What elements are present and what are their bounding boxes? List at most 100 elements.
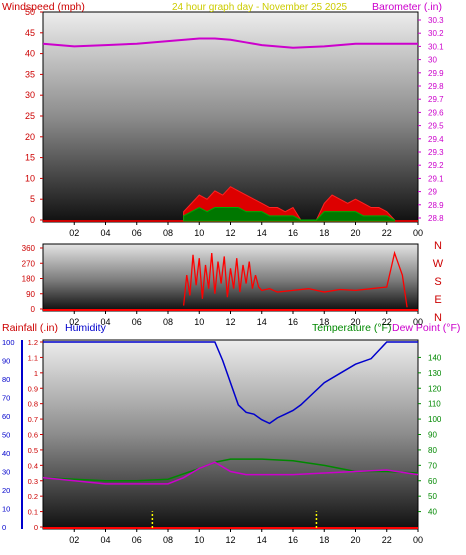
x-tick-label: 10: [194, 228, 204, 238]
rain-tick-label: 1.1: [28, 353, 38, 362]
y-left-tick-label: 10: [25, 173, 35, 183]
x-tick-label: 06: [132, 228, 142, 238]
y-right-tick-label: 29.4: [428, 135, 444, 144]
humidity-tick-label: 10: [2, 505, 10, 514]
rain-tick-label: 0.6: [28, 431, 38, 440]
dewpoint-label: Dew Point (°F): [392, 322, 460, 334]
y-right-tick-label: 28.8: [428, 214, 444, 223]
y-right-tick-label: 29.3: [428, 148, 444, 157]
dir-tick-label: 0: [31, 305, 36, 314]
dewpoint-line: [42, 461, 419, 485]
y-right-tick-label: 29.2: [428, 161, 444, 170]
rain-tick-label: 0.4: [28, 461, 38, 470]
compass-label: N: [434, 240, 442, 252]
x-tick-label: 10: [194, 535, 204, 545]
y-right-tick-label: 29.9: [428, 69, 444, 78]
compass-label: N: [434, 312, 442, 324]
dir-tick-label: 90: [26, 290, 35, 299]
y-right-tick-label: 29.7: [428, 95, 444, 104]
x-tick-label: 18: [319, 228, 329, 238]
x-tick-label: 16: [288, 317, 298, 327]
temp-panel-background: [42, 339, 419, 530]
temp-tick-label: 70: [428, 461, 437, 470]
y-left-tick-label: 15: [25, 153, 35, 163]
y-left-tick-label: 40: [25, 49, 35, 59]
x-tick-label: 06: [132, 535, 142, 545]
x-tick-label: 12: [225, 317, 235, 327]
temp-tick-label: 90: [428, 431, 437, 440]
x-tick-label: 14: [257, 535, 267, 545]
y-left-tick-label: 0: [30, 215, 35, 225]
temp-tick-label: 80: [428, 446, 437, 455]
x-tick-label: 22: [382, 535, 392, 545]
compass-label: S: [434, 276, 441, 288]
direction-panel-background: [42, 243, 419, 312]
rain-tick-label: 0: [34, 523, 38, 532]
wind-avg-area: [183, 206, 396, 222]
y-left-tick-label: 5: [30, 194, 35, 204]
x-tick-label: 20: [350, 228, 360, 238]
rain-tick-label: 0.2: [28, 492, 38, 501]
y-right-tick-label: 29.8: [428, 82, 444, 91]
x-tick-label: 12: [225, 228, 235, 238]
temp-tick-label: 100: [428, 415, 442, 424]
temp-chart-group: 0 10 20 30 40 50 60 70 80 90 100 0 0.1 0.2 0.3 0.4 0.5 0.…: [2, 338, 442, 545]
x-tick-label: 02: [69, 535, 79, 545]
x-tick-label: 10: [194, 317, 204, 327]
dir-tick-label: 360: [22, 244, 36, 253]
x-tick-label: 22: [382, 317, 392, 327]
dir-tick-label: 270: [22, 259, 36, 268]
temp-tick-label: 50: [428, 492, 437, 501]
x-tick-label: 04: [100, 317, 110, 327]
y-left-tick-label: 45: [25, 28, 35, 38]
x-tick-label: 06: [132, 317, 142, 327]
humidity-tick-label: 90: [2, 357, 10, 366]
y-right-tick-label: 30.3: [428, 16, 444, 25]
y-right-tick-label: 29: [428, 188, 437, 197]
y-right-tick-label: 30.2: [428, 29, 444, 38]
humidity-tick-label: 40: [2, 449, 10, 458]
temp-tick-label: 40: [428, 508, 437, 517]
humidity-tick-label: 60: [2, 412, 10, 421]
x-tick-label: 16: [288, 535, 298, 545]
rain-tick-label: 0.1: [28, 508, 38, 517]
rain-tick-label: 1: [34, 369, 38, 378]
y-right-tick-label: 29.1: [428, 174, 444, 183]
dir-tick-label: 180: [22, 275, 36, 284]
temperature-label: Temperature (°F): [312, 322, 391, 334]
x-tick-label: 04: [100, 535, 110, 545]
x-tick-label: 08: [163, 317, 173, 327]
rain-tick-label: 0.3: [28, 477, 38, 486]
humidity-tick-label: 80: [2, 375, 10, 384]
humidity-tick-label: 20: [2, 486, 10, 495]
humidity-line: [43, 341, 418, 425]
rain-tick-label: 0.7: [28, 415, 38, 424]
x-tick-label: 18: [319, 317, 329, 327]
temp-tick-label: 120: [428, 384, 442, 393]
humidity-tick-label: 30: [2, 468, 10, 477]
y-right-tick-label: 29.5: [428, 122, 444, 131]
x-tick-label: 20: [350, 535, 360, 545]
temp-tick-label: 140: [428, 353, 442, 362]
humidity-tick-label: 0: [2, 523, 6, 532]
temp-tick-label: 130: [428, 369, 442, 378]
x-tick-label: 14: [257, 228, 267, 238]
y-left-tick-label: 50: [25, 7, 35, 17]
y-left-tick-label: 25: [25, 111, 35, 121]
y-left-tick-label: 20: [25, 132, 35, 142]
wind-chart-group: 0 5 10 15 20 25 30 35 40 45 50 28.8 28.9 29 29.1 29.2 29…: [25, 7, 444, 238]
x-tick-label: 08: [163, 228, 173, 238]
rainfall-label: Rainfall (.in): [2, 322, 58, 334]
x-tick-label: 00: [413, 228, 423, 238]
y-right-tick-label: 30: [428, 56, 437, 65]
rain-tick-label: 1.2: [28, 338, 38, 347]
x-tick-label: 20: [350, 317, 360, 327]
x-tick-label: 22: [382, 228, 392, 238]
x-tick-label: 02: [69, 317, 79, 327]
x-tick-label: 02: [69, 228, 79, 238]
humidity-tick-label: 100: [2, 338, 15, 347]
rain-tick-label: 0.5: [28, 446, 38, 455]
humidity-tick-label: 70: [2, 394, 10, 403]
x-tick-label: 04: [100, 228, 110, 238]
